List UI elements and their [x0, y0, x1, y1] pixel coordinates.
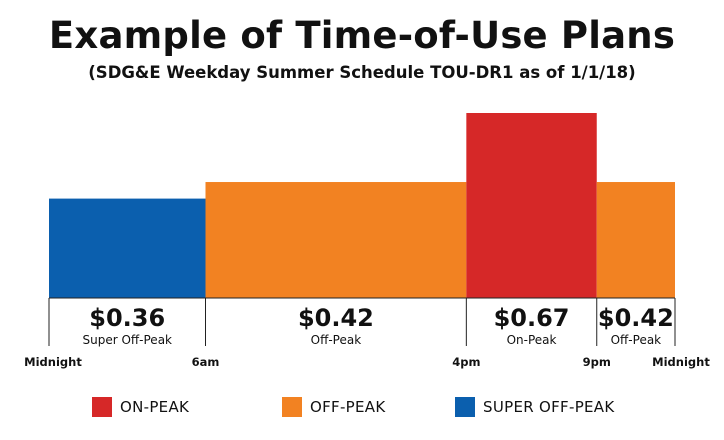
- tick-label-4pm-2: 4pm: [452, 355, 480, 369]
- legend-swatch-off-peak: [282, 397, 302, 417]
- period-name-2: On-Peak: [507, 333, 557, 347]
- price-label-1: $0.42: [298, 304, 374, 332]
- price-label-0: $0.36: [89, 304, 165, 332]
- bar-off-peak-3: [596, 182, 675, 298]
- chart-title: Example of Time-of-Use Plans: [48, 14, 676, 57]
- legend-label-off-peak: OFF-PEAK: [310, 398, 386, 416]
- legend-item-super-off-peak: SUPER OFF-PEAK: [455, 394, 615, 420]
- chart-subtitle: (SDG&E Weekday Summer Schedule TOU-DR1 a…: [88, 63, 636, 82]
- tick-label-midnight-0: Midnight: [24, 355, 82, 369]
- legend-label-on-peak: ON-PEAK: [120, 398, 190, 416]
- bar-off-peak-1: [205, 182, 467, 298]
- tick-label-9pm-3: 9pm: [583, 355, 611, 369]
- legend-swatch-super-off-peak: [455, 397, 475, 417]
- bar-on-peak-2: [466, 113, 597, 298]
- period-name-0: Super Off-Peak: [82, 333, 172, 347]
- price-label-3: $0.42: [598, 304, 674, 332]
- period-name-3: Off-Peak: [611, 333, 662, 347]
- tick-label-midnight-4: Midnight: [652, 355, 710, 369]
- legend: ON-PEAK OFF-PEAK SUPER OFF-PEAK: [0, 394, 724, 420]
- bar-super-off-peak-0: [49, 198, 206, 298]
- tick-label-6am-1: 6am: [192, 355, 220, 369]
- legend-item-off-peak: OFF-PEAK: [282, 394, 386, 420]
- period-name-1: Off-Peak: [311, 333, 362, 347]
- legend-item-on-peak: ON-PEAK: [92, 394, 189, 420]
- legend-swatch-on-peak: [92, 397, 112, 417]
- legend-label-super-off-peak: SUPER OFF-PEAK: [483, 398, 615, 416]
- price-label-2: $0.67: [494, 304, 570, 332]
